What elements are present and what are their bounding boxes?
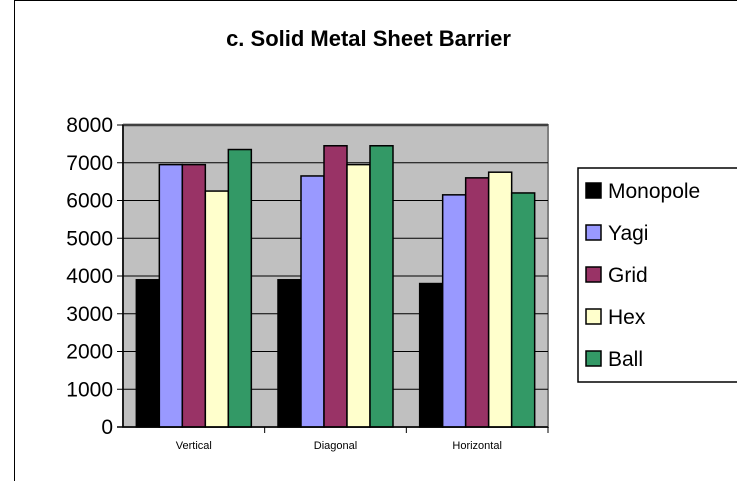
legend-swatch-ball bbox=[585, 350, 602, 367]
y-tick-label: 7000 bbox=[66, 152, 113, 175]
bar-yagi-diagonal bbox=[300, 175, 325, 428]
bar-hex-vertical bbox=[204, 190, 230, 428]
x-tick-label: Vertical bbox=[176, 440, 212, 452]
legend-label-yagi: Yagi bbox=[608, 222, 648, 245]
bar-grid-horizontal bbox=[464, 177, 490, 428]
x-tick-label: Diagonal bbox=[314, 440, 357, 452]
y-tick-label: 0 bbox=[101, 416, 113, 439]
bar-monopole-diagonal bbox=[277, 279, 302, 428]
legend-swatch-monopole bbox=[585, 182, 602, 199]
legend-box bbox=[577, 167, 737, 383]
bar-monopole-vertical bbox=[135, 279, 161, 428]
y-tick-label: 4000 bbox=[66, 265, 113, 288]
chart-frame bbox=[14, 0, 737, 481]
y-tick-label: 3000 bbox=[66, 303, 113, 326]
y-tick-label: 5000 bbox=[66, 227, 113, 250]
legend-label-grid: Grid bbox=[608, 264, 648, 287]
legend-swatch-hex bbox=[585, 308, 602, 325]
bar-monopole-horizontal bbox=[418, 282, 444, 428]
bar-grid-vertical bbox=[181, 163, 207, 428]
chart-title: c. Solid Metal Sheet Barrier bbox=[226, 26, 511, 51]
legend-label-hex: Hex bbox=[608, 306, 646, 329]
bar-yagi-horizontal bbox=[441, 194, 467, 428]
bar-ball-vertical bbox=[227, 148, 253, 428]
y-tick-label: 6000 bbox=[66, 190, 113, 213]
bar-ball-diagonal bbox=[369, 145, 394, 428]
legend-label-ball: Ball bbox=[608, 348, 643, 371]
bar-ball-horizontal bbox=[510, 192, 536, 428]
y-tick-label: 8000 bbox=[66, 114, 113, 137]
legend-swatch-grid bbox=[585, 266, 602, 283]
legend-label-monopole: Monopole bbox=[608, 180, 700, 203]
bar-hex-diagonal bbox=[346, 163, 371, 428]
bar-grid-diagonal bbox=[323, 145, 348, 428]
bar-hex-horizontal bbox=[487, 171, 513, 428]
y-tick-label: 1000 bbox=[66, 378, 113, 401]
x-tick-label: Horizontal bbox=[452, 440, 502, 452]
legend-swatch-yagi bbox=[585, 224, 602, 241]
y-tick-label: 2000 bbox=[66, 341, 113, 364]
bar-yagi-vertical bbox=[158, 163, 184, 428]
